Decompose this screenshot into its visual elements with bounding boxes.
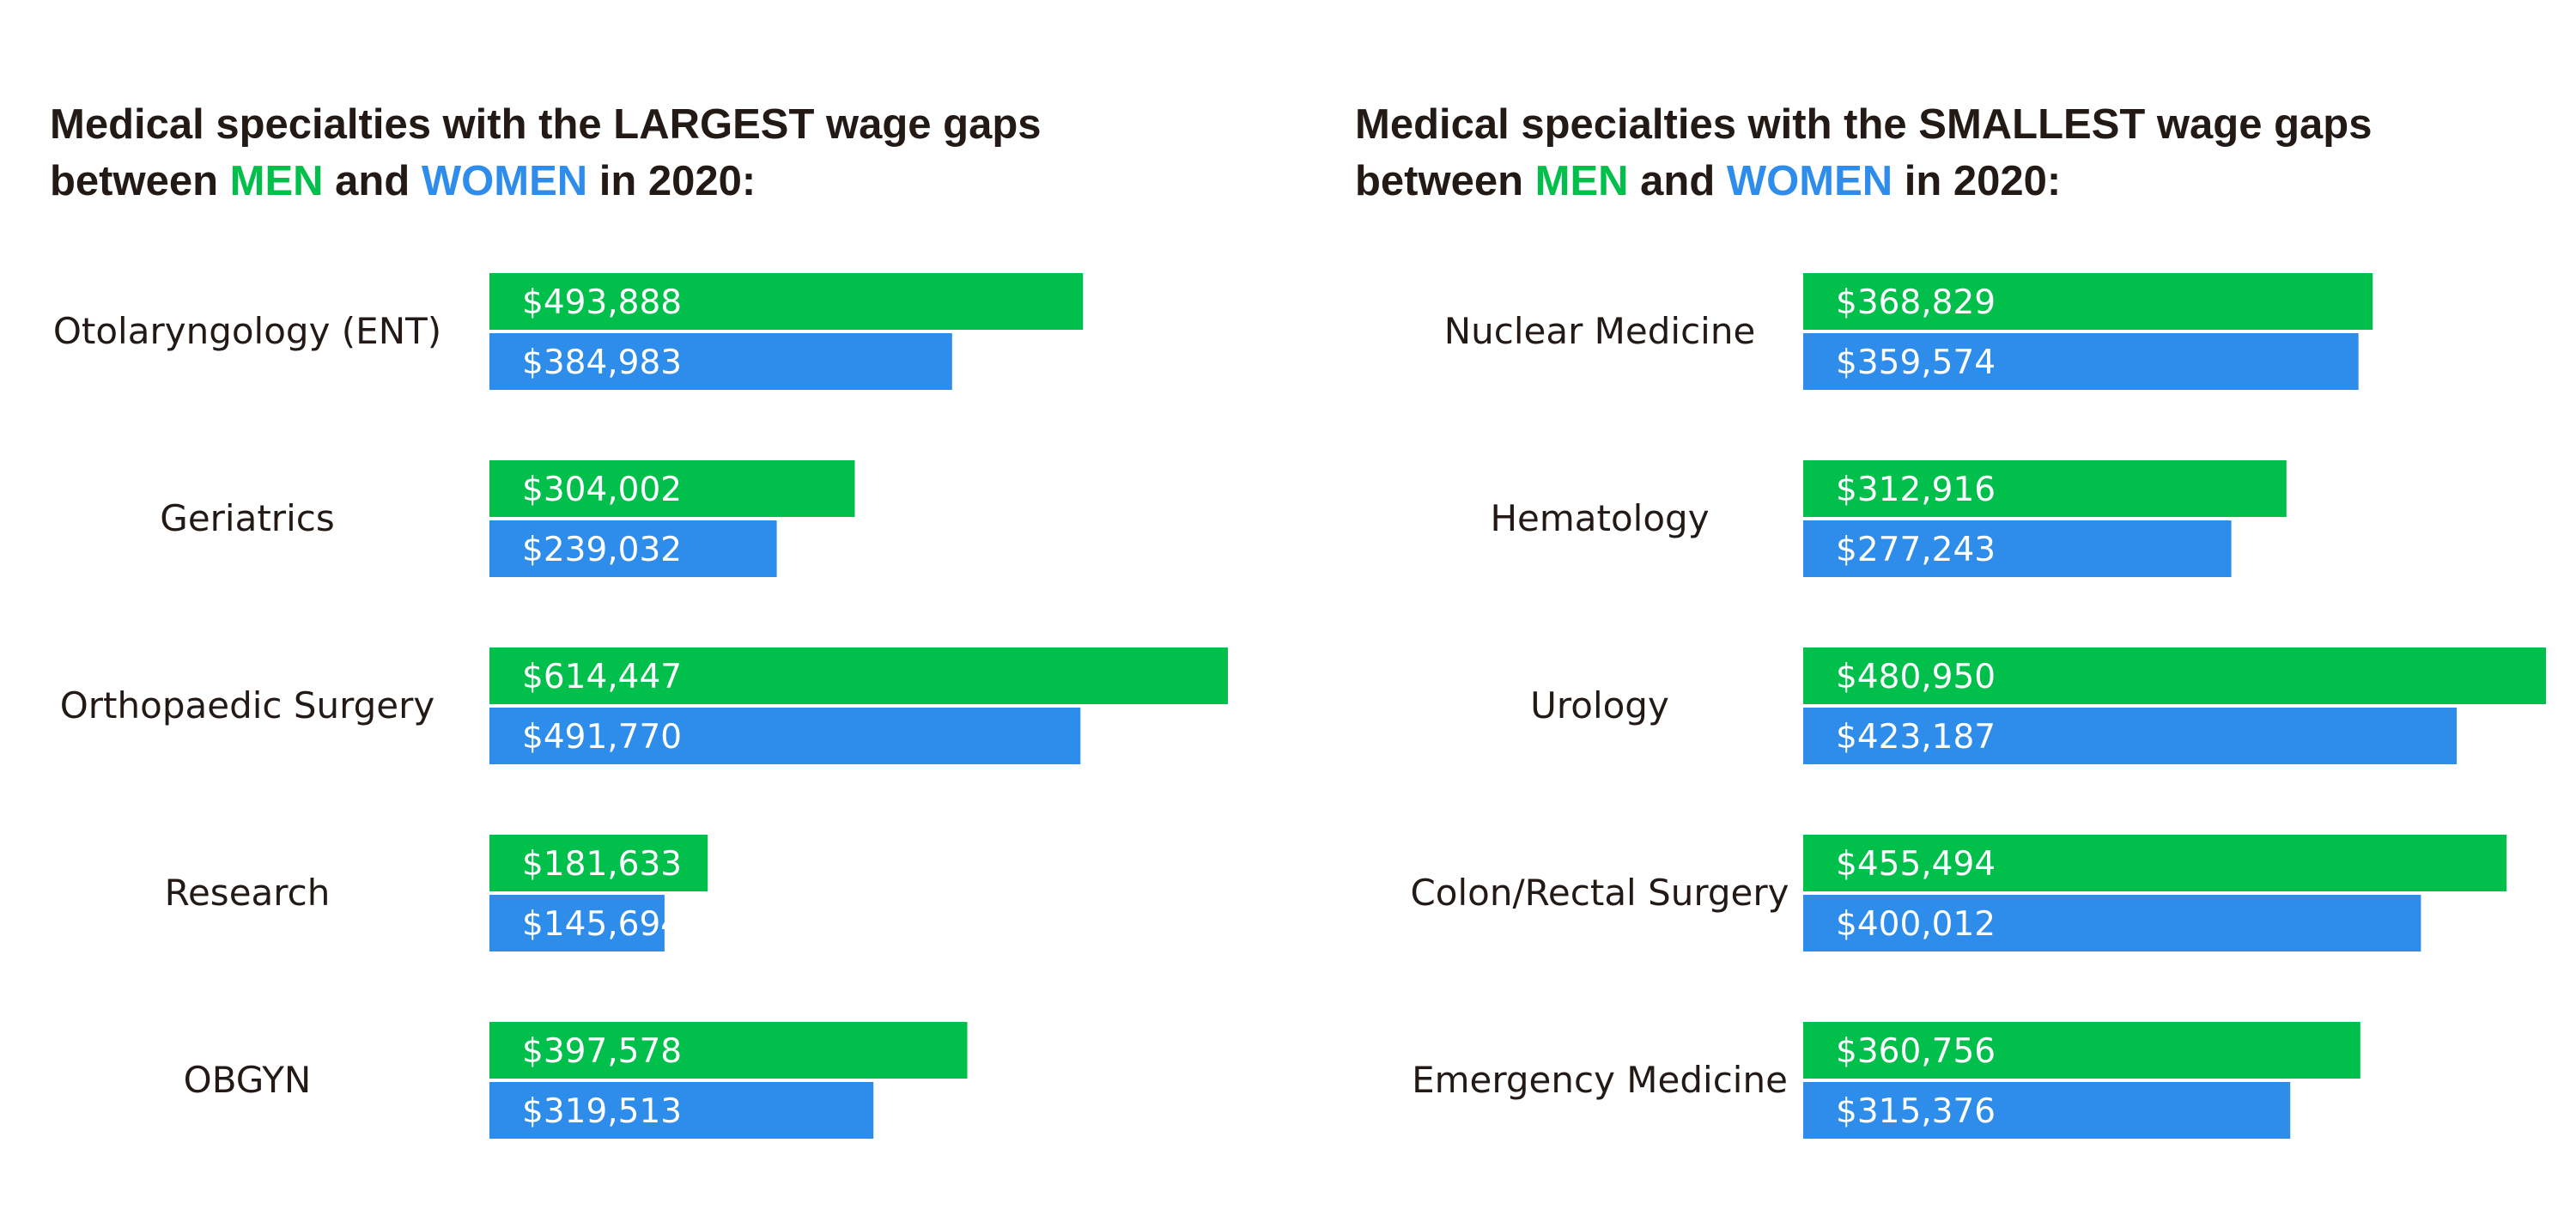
value-label-women: $400,012 — [1836, 905, 1996, 944]
category-label: Colon/Rectal Surgery — [1410, 872, 1789, 914]
value-label-women: $423,187 — [1836, 718, 1996, 757]
value-label-women: $319,513 — [522, 1092, 682, 1131]
title-men-word: MEN — [1534, 158, 1629, 204]
bar-women — [489, 333, 952, 390]
bar-men — [1803, 460, 2287, 517]
category-label: OBGYN — [184, 1059, 312, 1101]
title-women-word: WOMEN — [1726, 158, 1893, 204]
title-suffix: in 2020: — [587, 158, 756, 204]
bar-women — [1803, 1082, 2291, 1139]
value-label-men: $181,633 — [522, 845, 682, 884]
value-label-women: $239,032 — [522, 531, 682, 569]
bar-chart-smallest: Nuclear Medicine $368,829 $359,574 Hematolo… — [1410, 273, 2546, 1139]
value-label-men: $493,888 — [522, 283, 682, 322]
bar-men — [489, 835, 708, 891]
bar-chart-largest: Otolaryngology (ENT) $493,888 $384,983 Geri… — [53, 273, 1228, 1139]
category-label: Urology — [1530, 684, 1669, 726]
category-label: Research — [165, 872, 331, 914]
value-label-men: $480,950 — [1836, 658, 1996, 696]
bar-men — [489, 273, 1084, 330]
value-label-women: $491,770 — [522, 718, 682, 757]
bar-men — [489, 647, 1228, 704]
value-label-women: $315,376 — [1836, 1092, 1996, 1131]
title-between: between — [50, 158, 230, 204]
title-suffix: in 2020: — [1893, 158, 2062, 204]
value-label-men: $455,494 — [1836, 845, 1996, 884]
bar-men — [1803, 273, 2373, 330]
bar-women — [1803, 708, 2458, 764]
value-label-women: $359,574 — [1836, 343, 1996, 382]
value-label-men: $312,916 — [1836, 471, 1996, 509]
title-and: and — [1628, 158, 1727, 204]
category-label: Orthopaedic Surgery — [60, 684, 435, 726]
bar-women — [1803, 520, 2232, 577]
bar-men — [1803, 647, 2546, 704]
smallest-gaps-panel: Medical specialties with the SMALLEST wa… — [1322, 0, 2576, 1228]
value-label-men: $304,002 — [522, 471, 682, 509]
title-line-1: Medical specialties with the SMALLEST wa… — [1355, 101, 2372, 148]
chart-title-largest: Medical specialties with the LARGEST wag… — [50, 96, 1042, 210]
category-label: Otolaryngology (ENT) — [53, 310, 441, 352]
value-label-men: $397,578 — [522, 1032, 682, 1071]
title-line-1: Medical specialties with the LARGEST wag… — [50, 101, 1042, 148]
bar-women — [489, 1082, 874, 1139]
largest-gaps-panel: Medical specialties with the LARGEST wag… — [50, 96, 1228, 1139]
bar-women — [489, 708, 1081, 764]
value-label-men: $360,756 — [1836, 1032, 1996, 1071]
value-label-men: $368,829 — [1836, 283, 1996, 322]
bar-women — [1803, 895, 2421, 951]
bar-women — [1803, 333, 2359, 390]
title-between: between — [1355, 158, 1535, 204]
bar-men — [1803, 835, 2507, 891]
category-label: Emergency Medicine — [1412, 1059, 1788, 1101]
title-and: and — [323, 158, 422, 204]
category-label: Nuclear Medicine — [1444, 310, 1756, 352]
category-label: Hematology — [1490, 497, 1709, 539]
value-label-women: $384,983 — [522, 343, 682, 382]
bar-women — [489, 895, 665, 951]
bar-men — [1803, 1022, 2360, 1079]
bar-women — [489, 520, 777, 577]
title-women-word: WOMEN — [421, 158, 588, 204]
title-men-word: MEN — [229, 158, 324, 204]
category-label: Geriatrics — [160, 497, 334, 539]
value-label-women: $277,243 — [1836, 531, 1996, 569]
value-label-women: $145,694 — [522, 905, 682, 944]
bar-men — [489, 1022, 968, 1079]
chart-title-smallest: Medical specialties with the SMALLEST wa… — [1355, 96, 2372, 210]
value-label-men: $614,447 — [522, 658, 682, 696]
bar-men — [489, 460, 855, 517]
